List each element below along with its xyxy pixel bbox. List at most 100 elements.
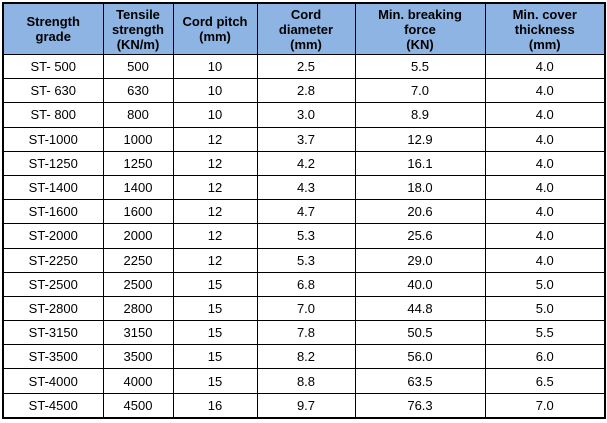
cell-cord-diameter: 7.8 (256, 320, 356, 346)
column-header-tensile-strength: Tensile strength (KN/m) (102, 2, 174, 55)
cell-min-breaking-force: 29.0 (354, 247, 486, 273)
cell-cord-pitch: 15 (172, 368, 258, 394)
table-row: ST- 630 630 10 2.8 7.0 4.0 (2, 78, 606, 104)
cell-strength-grade: ST-2800 (2, 295, 104, 322)
cell-min-breaking-force: 76.3 (354, 392, 486, 419)
cell-cord-diameter: 2.8 (256, 78, 356, 104)
cell-strength-grade: ST- 630 (2, 78, 104, 104)
column-header-min-cover-thickness: Min. cover thickness (mm) (484, 2, 606, 55)
cell-min-cover-thickness: 5.5 (484, 320, 606, 346)
cell-cord-diameter: 3.0 (256, 102, 356, 128)
cell-cord-pitch: 15 (172, 320, 258, 346)
cell-cord-diameter: 5.3 (256, 247, 356, 273)
cell-min-cover-thickness: 4.0 (484, 247, 606, 273)
cell-cord-pitch: 12 (172, 247, 258, 273)
cell-strength-grade: ST-2000 (2, 223, 104, 249)
cell-min-cover-thickness: 4.0 (484, 53, 606, 80)
cell-min-breaking-force: 8.9 (354, 102, 486, 128)
cell-min-cover-thickness: 4.0 (484, 102, 606, 128)
cell-min-breaking-force: 16.1 (354, 150, 486, 176)
cell-cord-pitch: 12 (172, 174, 258, 201)
cell-strength-grade: ST-3500 (2, 344, 104, 370)
cell-min-cover-thickness: 4.0 (484, 174, 606, 201)
cell-cord-pitch: 15 (172, 295, 258, 322)
cell-strength-grade: ST- 800 (2, 102, 104, 128)
cell-cord-pitch: 12 (172, 126, 258, 152)
cell-strength-grade: ST-3150 (2, 320, 104, 346)
cell-min-breaking-force: 18.0 (354, 174, 486, 201)
cell-min-breaking-force: 63.5 (354, 368, 486, 394)
cell-min-cover-thickness: 5.0 (484, 295, 606, 322)
cell-min-breaking-force: 50.5 (354, 320, 486, 346)
cell-tensile-strength: 2250 (102, 247, 174, 273)
cell-tensile-strength: 1250 (102, 150, 174, 176)
cell-min-breaking-force: 25.6 (354, 223, 486, 249)
cell-tensile-strength: 500 (102, 53, 174, 80)
cell-cord-pitch: 10 (172, 78, 258, 104)
cell-cord-diameter: 5.3 (256, 223, 356, 249)
cell-min-cover-thickness: 4.0 (484, 150, 606, 176)
cell-cord-pitch: 12 (172, 223, 258, 249)
cell-min-breaking-force: 40.0 (354, 271, 486, 297)
table-row: ST-1400 1400 12 4.3 18.0 4.0 (2, 174, 606, 201)
cell-min-breaking-force: 44.8 (354, 295, 486, 322)
table-row: ST-2800 2800 15 7.0 44.8 5.0 (2, 295, 606, 322)
table-row: ST-3500 3500 15 8.2 56.0 6.0 (2, 344, 606, 370)
table-row: ST-1250 1250 12 4.2 16.1 4.0 (2, 150, 606, 176)
column-header-cord-diameter: Cord diameter (mm) (256, 2, 356, 55)
cell-cord-diameter: 7.0 (256, 295, 356, 322)
cell-min-cover-thickness: 6.0 (484, 344, 606, 370)
cell-cord-diameter: 3.7 (256, 126, 356, 152)
cell-strength-grade: ST-1000 (2, 126, 104, 152)
cell-tensile-strength: 3500 (102, 344, 174, 370)
cell-strength-grade: ST-1600 (2, 199, 104, 225)
cell-cord-pitch: 15 (172, 271, 258, 297)
cell-tensile-strength: 1000 (102, 126, 174, 152)
cell-cord-diameter: 8.8 (256, 368, 356, 394)
cell-tensile-strength: 1600 (102, 199, 174, 225)
table-row: ST-1600 1600 12 4.7 20.6 4.0 (2, 199, 606, 225)
cell-strength-grade: ST- 500 (2, 53, 104, 80)
table-row: ST-4000 4000 15 8.8 63.5 6.5 (2, 368, 606, 394)
cell-min-cover-thickness: 7.0 (484, 392, 606, 419)
cell-min-breaking-force: 7.0 (354, 78, 486, 104)
cell-min-cover-thickness: 4.0 (484, 126, 606, 152)
cell-cord-pitch: 12 (172, 150, 258, 176)
cell-min-cover-thickness: 4.0 (484, 199, 606, 225)
table-row: ST- 500 500 10 2.5 5.5 4.0 (2, 53, 606, 80)
cell-tensile-strength: 630 (102, 78, 174, 104)
cell-min-cover-thickness: 4.0 (484, 78, 606, 104)
cell-strength-grade: ST-4000 (2, 368, 104, 394)
cell-strength-grade: ST-1400 (2, 174, 104, 201)
cell-tensile-strength: 3150 (102, 320, 174, 346)
column-header-cord-pitch: Cord pitch (mm) (172, 2, 258, 55)
cell-min-breaking-force: 5.5 (354, 53, 486, 80)
column-header-strength-grade: Strength grade (2, 2, 104, 55)
table-row: ST- 800 800 10 3.0 8.9 4.0 (2, 102, 606, 128)
cell-strength-grade: ST-2500 (2, 271, 104, 297)
cell-tensile-strength: 2500 (102, 271, 174, 297)
table-body: ST- 500 500 10 2.5 5.5 4.0 ST- 630 630 10 2.8 7.0 4… (2, 53, 606, 419)
cell-strength-grade: ST-2250 (2, 247, 104, 273)
cell-cord-diameter: 2.5 (256, 53, 356, 80)
table-row: ST-1000 1000 12 3.7 12.9 4.0 (2, 126, 606, 152)
header-row: Strength grade Tensile strength (KN/m) Cor… (2, 2, 606, 55)
cell-cord-diameter: 9.7 (256, 392, 356, 419)
cell-cord-pitch: 12 (172, 199, 258, 225)
cell-min-breaking-force: 56.0 (354, 344, 486, 370)
column-header-min-breaking-force: Min. breaking force (KN) (354, 2, 486, 55)
cell-strength-grade: ST-1250 (2, 150, 104, 176)
cell-cord-pitch: 10 (172, 53, 258, 80)
table-row: ST-2000 2000 12 5.3 25.6 4.0 (2, 223, 606, 249)
cell-tensile-strength: 4000 (102, 368, 174, 394)
cell-tensile-strength: 800 (102, 102, 174, 128)
table-row: ST-2500 2500 15 6.8 40.0 5.0 (2, 271, 606, 297)
cell-min-cover-thickness: 4.0 (484, 223, 606, 249)
table-row: ST-2250 2250 12 5.3 29.0 4.0 (2, 247, 606, 273)
table-row: ST-4500 4500 16 9.7 76.3 7.0 (2, 392, 606, 419)
cell-cord-pitch: 10 (172, 102, 258, 128)
cell-cord-pitch: 15 (172, 344, 258, 370)
cell-cord-diameter: 4.7 (256, 199, 356, 225)
cell-min-breaking-force: 12.9 (354, 126, 486, 152)
